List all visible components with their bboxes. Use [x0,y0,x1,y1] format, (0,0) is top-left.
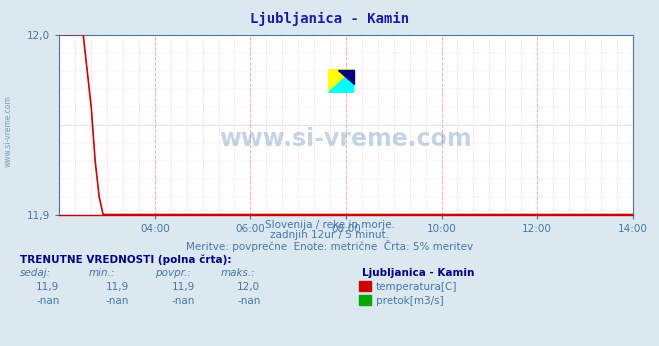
Text: www.si-vreme.com: www.si-vreme.com [219,127,473,151]
Text: zadnjih 12ur / 5 minut.: zadnjih 12ur / 5 minut. [270,230,389,240]
Text: Ljubljanica - Kamin: Ljubljanica - Kamin [362,268,475,278]
Text: Slovenija / reke in morje.: Slovenija / reke in morje. [264,220,395,230]
Text: Ljubljanica - Kamin: Ljubljanica - Kamin [250,12,409,26]
Text: maks.:: maks.: [221,268,256,278]
Text: -nan: -nan [105,296,129,306]
Text: min.:: min.: [89,268,115,278]
Text: -nan: -nan [171,296,194,306]
Text: 12,0: 12,0 [237,282,260,292]
Text: povpr.:: povpr.: [155,268,190,278]
Text: 11,9: 11,9 [105,282,129,292]
Text: TRENUTNE VREDNOSTI (polna črta):: TRENUTNE VREDNOSTI (polna črta): [20,254,231,265]
Text: sedaj:: sedaj: [20,268,51,278]
Text: www.si-vreme.com: www.si-vreme.com [3,95,13,167]
Text: -nan: -nan [36,296,59,306]
Text: 11,9: 11,9 [36,282,59,292]
Text: pretok[m3/s]: pretok[m3/s] [376,296,444,306]
Text: temperatura[C]: temperatura[C] [376,282,457,292]
Text: 11,9: 11,9 [171,282,194,292]
Text: -nan: -nan [237,296,260,306]
Text: Meritve: povprečne  Enote: metrične  Črta: 5% meritev: Meritve: povprečne Enote: metrične Črta:… [186,240,473,253]
